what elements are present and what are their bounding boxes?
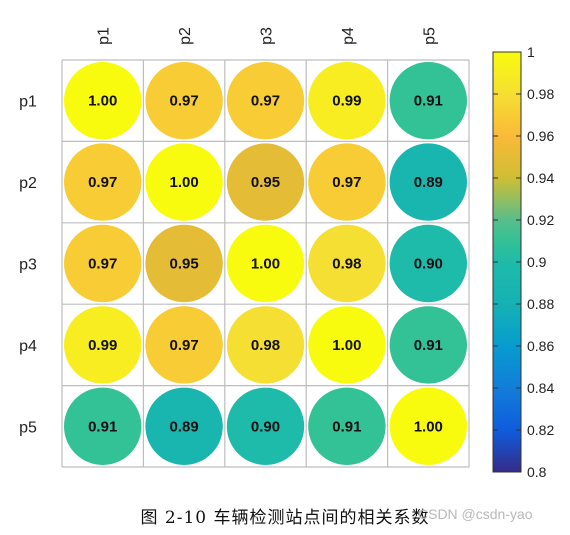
col-label-p2: p2: [177, 27, 194, 45]
row-label-p2: p2: [19, 175, 37, 192]
value-label-p2-p4: 0.97: [332, 174, 361, 191]
value-label-p4-p2: 0.97: [169, 337, 198, 354]
colorbar-tick-label: 0.82: [527, 422, 554, 438]
value-label-p2-p2: 1.00: [169, 174, 198, 191]
correlation-circle-p2-p4: [308, 143, 386, 221]
correlation-circle-p4-p3: [226, 306, 305, 384]
row-label-p5: p5: [19, 419, 37, 436]
colorbar-tick-label: 0.98: [527, 86, 554, 102]
correlation-circle-p4-p1: [63, 306, 142, 384]
correlation-circle-p4-p2: [145, 306, 223, 384]
colorbar-tick-label: 0.84: [527, 380, 554, 396]
correlation-circle-p1-p5: [389, 61, 467, 140]
correlation-circle-p5-p1: [63, 387, 142, 465]
value-label-p3-p3: 1.00: [251, 256, 280, 273]
correlation-circle-p4-p4: [308, 306, 386, 384]
value-label-p4-p3: 0.98: [251, 337, 280, 354]
value-label-p5-p1: 0.91: [88, 418, 117, 435]
row-label-p3: p3: [19, 257, 37, 274]
correlation-circle-p3-p4: [308, 224, 386, 303]
correlation-circle-p4-p5: [389, 306, 467, 384]
colorbar-tick-label: 0.8: [527, 464, 547, 480]
correlation-circle-p2-p5: [389, 143, 467, 221]
value-label-p5-p5: 1.00: [414, 418, 443, 435]
value-label-p1-p4: 0.99: [332, 93, 361, 110]
col-label-p4: p4: [340, 27, 357, 45]
value-label-p1-p5: 0.91: [414, 93, 443, 110]
value-label-p1-p2: 0.97: [169, 93, 198, 110]
correlation-circle-p3-p1: [63, 224, 142, 303]
col-label-p1: p1: [96, 27, 113, 45]
row-label-p1: p1: [19, 94, 37, 111]
value-label-p5-p3: 0.90: [251, 418, 280, 435]
colorbar-tick-label: 0.86: [527, 338, 554, 354]
colorbar-tick-label: 0.9: [527, 254, 547, 270]
figure-caption: 图 2-10 车辆检测站点间的相关系数: [140, 508, 430, 528]
value-label-p1-p3: 0.97: [251, 93, 280, 110]
colorbar-tick-label: 0.96: [527, 128, 554, 144]
colorbar-tick-label: 0.92: [527, 212, 554, 228]
value-label-p1-p1: 1.00: [88, 93, 117, 110]
correlation-circle-p1-p1: [63, 61, 142, 140]
value-label-p2-p5: 0.89: [414, 174, 443, 191]
colorbar-tick-label: 0.94: [527, 170, 554, 186]
correlation-circle-p5-p3: [226, 387, 305, 465]
correlation-circle-p1-p2: [145, 61, 223, 140]
value-label-p4-p5: 0.91: [414, 337, 443, 354]
col-label-p3: p3: [259, 27, 276, 45]
correlation-circle-p5-p4: [308, 387, 386, 465]
value-label-p5-p4: 0.91: [332, 418, 361, 435]
colorbar-tick-label: 0.88: [527, 296, 554, 312]
correlation-circle-p3-p3: [226, 224, 305, 303]
correlation-circle-p1-p3: [226, 61, 305, 140]
value-label-p2-p1: 0.97: [88, 174, 117, 191]
correlation-circle-p3-p2: [145, 224, 223, 303]
correlation-circle-p3-p5: [389, 224, 467, 303]
value-label-p4-p1: 0.99: [88, 337, 117, 354]
value-label-p3-p2: 0.95: [169, 256, 198, 273]
correlation-circle-p5-p5: [389, 387, 467, 465]
value-label-p5-p2: 0.89: [169, 418, 198, 435]
correlation-circle-p2-p3: [226, 143, 305, 221]
value-label-p3-p1: 0.97: [88, 256, 117, 273]
value-label-p3-p5: 0.90: [414, 256, 443, 273]
row-label-p4: p4: [19, 338, 37, 355]
correlation-circle-p5-p2: [145, 387, 223, 465]
correlation-circle-p2-p1: [63, 143, 142, 221]
correlation-circle-p1-p4: [308, 61, 386, 140]
correlation-circle-p2-p2: [145, 143, 223, 221]
value-label-p2-p3: 0.95: [251, 174, 280, 191]
watermark: CSDN @csdn-yao: [418, 506, 533, 522]
value-label-p3-p4: 0.98: [332, 256, 361, 273]
colorbar-tick-label: 1: [527, 44, 535, 60]
value-label-p4-p4: 1.00: [332, 337, 361, 354]
col-label-p5: p5: [421, 27, 438, 45]
